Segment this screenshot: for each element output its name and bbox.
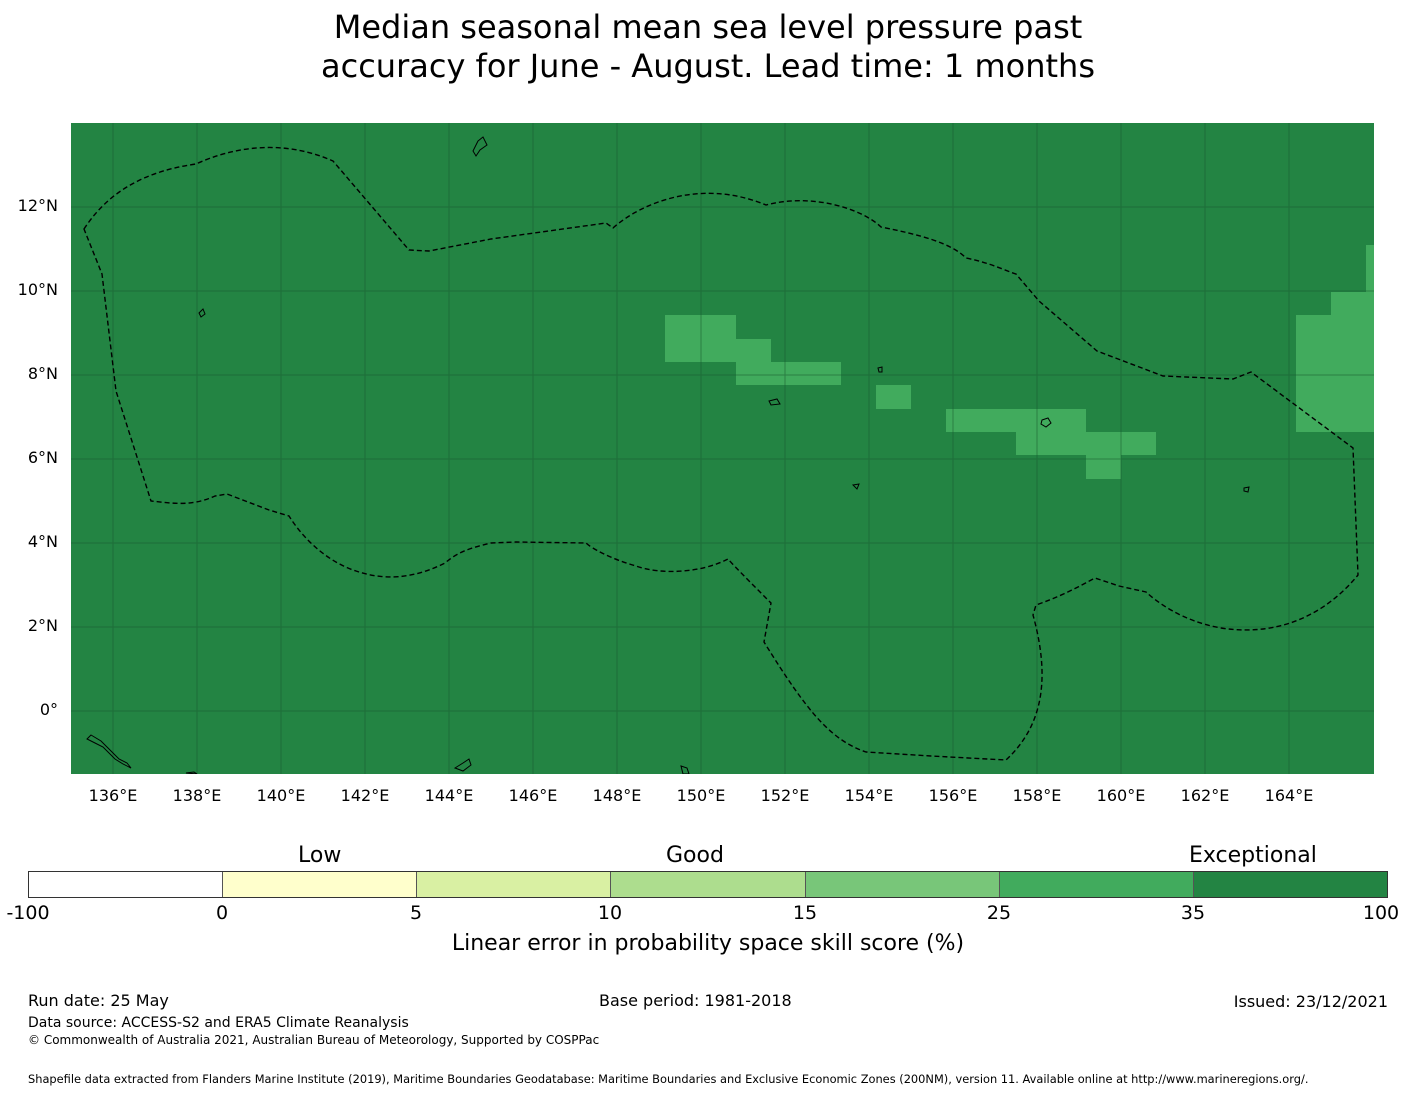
colorbar [28, 871, 1388, 898]
lon-tick-label: 160°E [1096, 786, 1146, 805]
colorbar-category-good: Good [666, 843, 724, 868]
issued-date: Issued: 23/12/2021 [1233, 992, 1388, 1011]
colorbar-segment [611, 872, 806, 897]
lon-tick-label: 136°E [88, 786, 138, 805]
lon-tick-label: 148°E [592, 786, 642, 805]
lat-tick-label: 6°N [27, 448, 58, 467]
skill-cell [736, 339, 771, 385]
colorbar-segment [223, 872, 418, 897]
lon-tick-label: 154°E [844, 786, 894, 805]
lon-tick-label: 150°E [676, 786, 726, 805]
chart-title: Median seasonal mean sea level pressure … [0, 8, 1416, 86]
lon-tick-label: 146°E [508, 786, 558, 805]
island-palau [86, 734, 132, 769]
colorbar-tick-label: 100 [1362, 902, 1400, 924]
island-atoll-a [877, 366, 883, 373]
map-svg [71, 123, 1374, 774]
colorbar-caption: Linear error in probability space skill … [451, 931, 965, 956]
colorbar-tick-label: 5 [409, 902, 423, 924]
lon-tick-label: 144°E [424, 786, 474, 805]
lat-tick-label: 10°N [17, 280, 58, 299]
island-atoll-c [680, 765, 690, 774]
map-area [71, 123, 1374, 774]
skill-cell [771, 362, 841, 385]
island-pohnpei [1040, 417, 1052, 428]
lon-tick-label: 162°E [1180, 786, 1230, 805]
lon-tick-label: 164°E [1264, 786, 1314, 805]
title-line-1: Median seasonal mean sea level pressure … [333, 8, 1083, 46]
colorbar-segment [29, 872, 224, 897]
graticule [71, 123, 1374, 774]
island-atoll-d [185, 771, 198, 774]
skill-cell [1296, 315, 1374, 432]
lon-tick-label: 158°E [1012, 786, 1062, 805]
colorbar-segment [1193, 872, 1387, 897]
skill-cell [876, 385, 911, 409]
base-period: Base period: 1981-2018 [599, 991, 792, 1010]
colorbar-segment [805, 872, 1000, 897]
lat-tick-label: 2°N [27, 616, 58, 635]
lon-tick-label: 138°E [172, 786, 222, 805]
skill-cell [946, 409, 1086, 432]
colorbar-tick-label: 10 [597, 902, 623, 924]
skill-cell [1366, 245, 1374, 292]
colorbar-category-low: Low [298, 843, 342, 868]
data-source: Data source: ACCESS-S2 and ERA5 Climate … [28, 1015, 409, 1031]
colorbar-tick-label: 35 [1180, 902, 1206, 924]
island-chuuk [768, 398, 781, 406]
title-line-2: accuracy for June - August. Lead time: 1… [321, 47, 1095, 85]
colorbar-tick-label: 15 [792, 902, 818, 924]
run-date: Run date: 25 May [28, 991, 169, 1010]
lat-tick-label: 0° [39, 700, 58, 719]
colorbar-segment [999, 872, 1194, 897]
colorbar-tick-label: -100 [6, 902, 50, 924]
colorbar-segment [417, 872, 612, 897]
colorbar-category-exceptional: Exceptional [1189, 843, 1317, 868]
island-kosrae [1243, 486, 1250, 493]
map-background [71, 123, 1374, 774]
colorbar-tick-label: 25 [986, 902, 1012, 924]
island-atoll-e [453, 758, 472, 772]
island-atoll-b [851, 483, 860, 490]
lon-tick-label: 156°E [928, 786, 978, 805]
skill-cell [1331, 292, 1374, 315]
lat-tick-label: 8°N [27, 364, 58, 383]
island-yap [198, 308, 206, 318]
island-guam [472, 136, 488, 157]
shapefile-credit: Shapefile data extracted from Flanders M… [28, 1072, 1309, 1086]
lon-tick-label: 140°E [256, 786, 306, 805]
lon-tick-label: 142°E [340, 786, 390, 805]
lon-tick-label: 152°E [760, 786, 810, 805]
islands [86, 136, 1250, 774]
copyright: © Commonwealth of Australia 2021, Austra… [28, 1033, 600, 1047]
lat-tick-label: 4°N [27, 532, 58, 551]
lat-tick-label: 12°N [17, 196, 58, 215]
colorbar-tick-label: 0 [215, 902, 229, 924]
